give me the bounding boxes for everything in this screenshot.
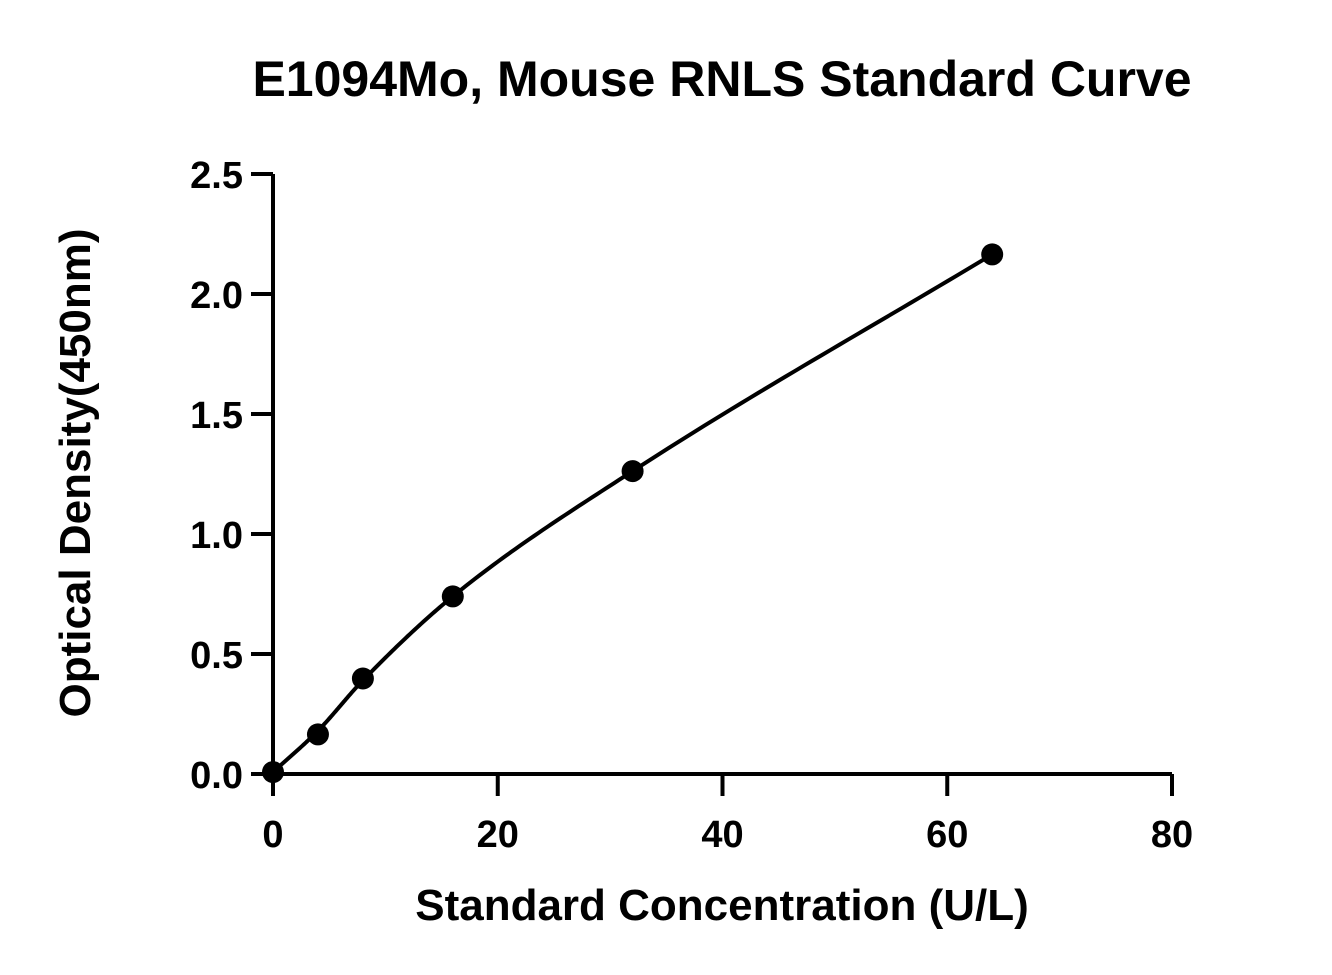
data-points xyxy=(262,243,1004,784)
data-point xyxy=(262,761,284,784)
data-point xyxy=(441,585,464,608)
x-tick-label: 20 xyxy=(477,814,519,856)
data-point xyxy=(621,460,644,483)
y-tick-label: 1.5 xyxy=(190,395,243,437)
data-point xyxy=(306,723,329,746)
fit-curve-line xyxy=(271,252,995,775)
y-tick-label: 0.0 xyxy=(190,755,243,797)
data-point xyxy=(981,243,1004,266)
axes xyxy=(271,174,1172,776)
x-tick-label: 0 xyxy=(262,814,283,856)
x-axis-title: Standard Concentration (U/L) xyxy=(415,881,1029,930)
y-tick-label: 1.0 xyxy=(190,515,243,557)
y-tick-label: 2.5 xyxy=(190,155,243,197)
y-tick-label: 0.5 xyxy=(190,635,243,677)
y-tick-label: 2.0 xyxy=(190,275,243,317)
x-tick-label: 80 xyxy=(1151,814,1193,856)
y-axis-title: Optical Density(450nm) xyxy=(51,228,100,717)
ticks: 0 20 40 60 80 0.0 0.5 1.0 1.5 2.0 2.5 xyxy=(190,155,1193,856)
data-point xyxy=(351,667,374,690)
chart-title: E1094Mo, Mouse RNLS Standard Curve xyxy=(252,51,1191,107)
x-tick-label: 40 xyxy=(701,814,743,856)
x-tick-label: 60 xyxy=(926,814,968,856)
